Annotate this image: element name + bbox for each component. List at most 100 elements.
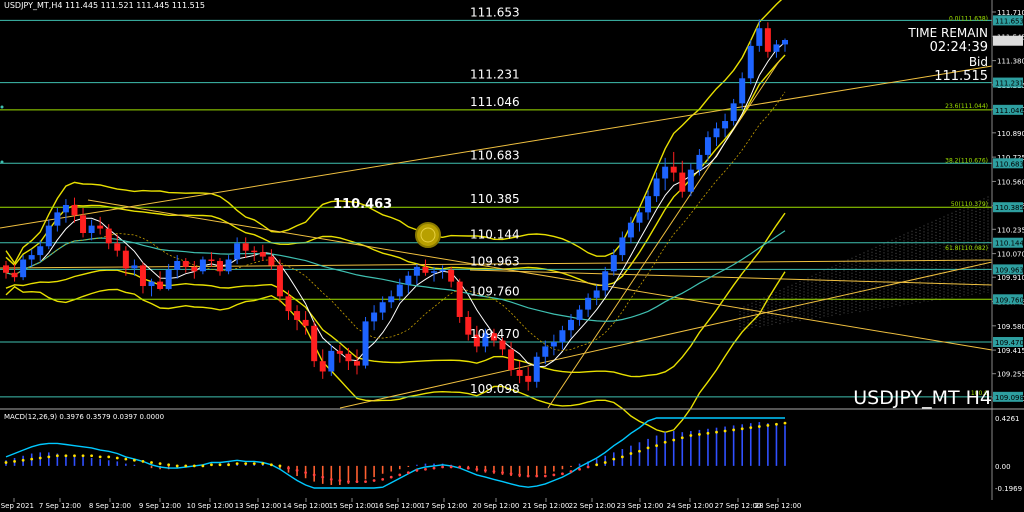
candle[interactable] — [764, 22, 771, 58]
candle[interactable] — [448, 266, 455, 288]
candle[interactable] — [542, 340, 549, 365]
candle[interactable] — [199, 256, 206, 275]
candle[interactable] — [730, 98, 737, 126]
time-tick-label: 15 Sep 12:00 — [329, 502, 376, 510]
candle[interactable] — [122, 246, 129, 276]
candle[interactable] — [371, 305, 378, 331]
macd-signal-dot — [218, 463, 222, 467]
candle[interactable] — [174, 255, 181, 279]
candle[interactable] — [645, 190, 652, 220]
candle[interactable] — [585, 293, 592, 317]
candle[interactable] — [157, 271, 164, 291]
candle[interactable] — [627, 216, 634, 244]
candle[interactable] — [328, 344, 335, 376]
candle[interactable] — [285, 290, 292, 320]
candle[interactable] — [294, 305, 301, 331]
candle[interactable] — [773, 39, 780, 58]
candle[interactable] — [251, 246, 258, 261]
candle[interactable] — [71, 197, 78, 223]
candle[interactable] — [662, 157, 669, 191]
candle[interactable] — [422, 259, 429, 276]
candle[interactable] — [234, 237, 241, 264]
candle[interactable] — [653, 172, 660, 203]
candle[interactable] — [619, 231, 626, 261]
candle[interactable] — [311, 321, 318, 368]
candle[interactable] — [148, 278, 155, 297]
candle[interactable] — [20, 255, 27, 281]
candle[interactable] — [567, 314, 574, 338]
candle[interactable] — [739, 72, 746, 110]
candle[interactable] — [679, 160, 686, 198]
candle[interactable] — [696, 149, 703, 176]
candle[interactable] — [37, 240, 44, 261]
candle[interactable] — [396, 278, 403, 301]
candle[interactable] — [28, 249, 35, 267]
candle[interactable] — [62, 199, 69, 223]
candle[interactable] — [97, 216, 104, 235]
candle[interactable] — [345, 347, 352, 371]
candle[interactable] — [499, 337, 506, 356]
candle[interactable] — [88, 219, 95, 241]
candle[interactable] — [687, 163, 694, 197]
candle[interactable] — [525, 367, 532, 391]
candle[interactable] — [139, 262, 146, 294]
candle[interactable] — [336, 344, 343, 363]
candle[interactable] — [704, 131, 711, 161]
candle[interactable] — [165, 263, 172, 291]
candle[interactable] — [756, 19, 763, 52]
candle[interactable] — [319, 349, 326, 379]
candle[interactable] — [242, 237, 249, 259]
candle[interactable] — [276, 259, 283, 303]
price-tag-bg — [993, 391, 1023, 402]
candle[interactable] — [217, 258, 224, 276]
candle-body — [28, 255, 35, 260]
candle[interactable] — [508, 342, 515, 376]
candlesticks[interactable] — [3, 19, 788, 391]
candle[interactable] — [114, 234, 121, 257]
candle[interactable] — [379, 296, 386, 320]
candle[interactable] — [45, 219, 52, 250]
candle[interactable] — [713, 122, 720, 147]
candle[interactable] — [302, 311, 309, 335]
candle[interactable] — [465, 311, 472, 341]
candle[interactable] — [670, 151, 677, 182]
candle[interactable] — [131, 259, 138, 276]
candle[interactable] — [482, 328, 489, 353]
band-upper — [5, 54, 786, 286]
candle[interactable] — [11, 263, 18, 282]
candle[interactable] — [182, 258, 189, 273]
candle[interactable] — [105, 224, 112, 250]
candle[interactable] — [747, 39, 754, 85]
candle[interactable] — [54, 207, 61, 232]
candle[interactable] — [268, 249, 275, 270]
candle[interactable] — [353, 349, 360, 375]
candle[interactable] — [593, 284, 600, 306]
candle[interactable] — [782, 38, 788, 52]
candle[interactable] — [602, 266, 609, 297]
candle[interactable] — [413, 263, 420, 285]
candle[interactable] — [559, 325, 566, 350]
candle[interactable] — [191, 260, 198, 279]
candle[interactable] — [550, 334, 557, 356]
candle[interactable] — [533, 352, 540, 388]
candle[interactable] — [636, 207, 643, 232]
candle[interactable] — [439, 265, 446, 279]
candle[interactable] — [362, 316, 369, 369]
candle[interactable] — [490, 328, 497, 347]
candle-body — [704, 137, 711, 155]
candle[interactable] — [431, 266, 438, 282]
candle[interactable] — [456, 278, 463, 323]
candle[interactable] — [516, 361, 523, 384]
candle[interactable] — [610, 249, 617, 276]
candle[interactable] — [388, 290, 395, 309]
candle[interactable] — [405, 271, 412, 294]
candle[interactable] — [3, 260, 9, 279]
candle[interactable] — [80, 207, 87, 238]
candle[interactable] — [473, 325, 480, 353]
price-tick-label: 110.070 — [997, 251, 1024, 259]
candle[interactable] — [576, 305, 583, 326]
candle[interactable] — [722, 113, 729, 138]
candle[interactable] — [208, 252, 215, 267]
candle[interactable] — [225, 255, 232, 275]
candle[interactable] — [259, 244, 266, 261]
